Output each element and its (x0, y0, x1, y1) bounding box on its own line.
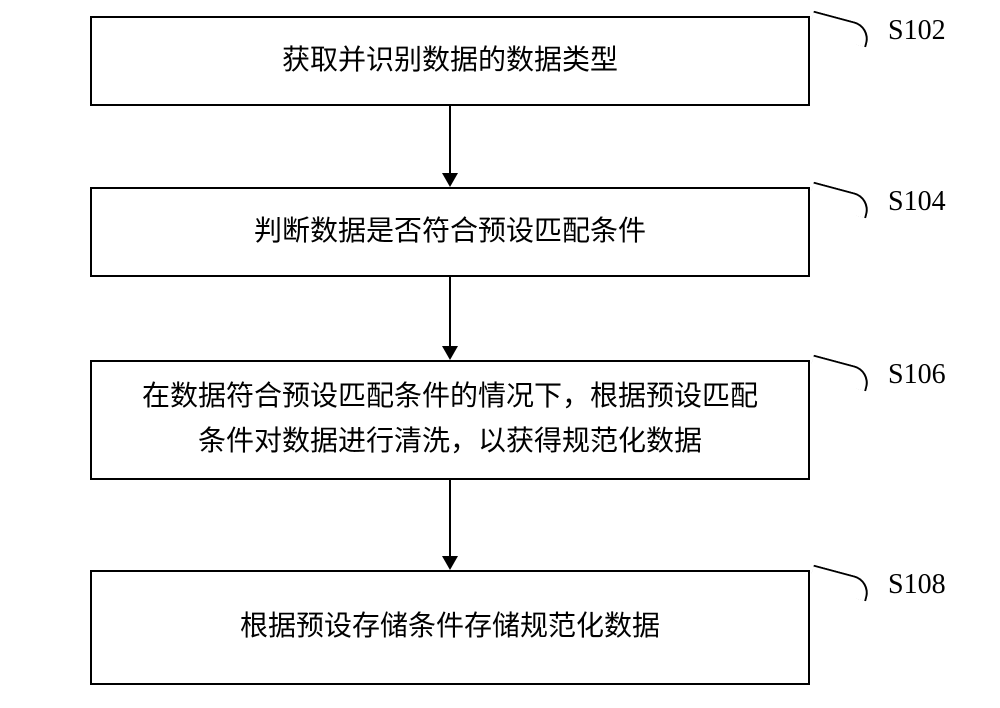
step-text-s102: 获取并识别数据的数据类型 (282, 39, 618, 84)
label-connector-s106 (808, 355, 872, 392)
step-text-s106: 在数据符合预设匹配条件的情况下，根据预设匹配条件对数据进行清洗，以获得规范化数据 (130, 375, 770, 465)
step-label-s108: S108 (888, 569, 946, 601)
arrow-line-2 (449, 277, 451, 346)
flowchart-container: 获取并识别数据的数据类型 S102 判断数据是否符合预设匹配条件 S104 在数… (0, 0, 1000, 708)
step-text-s104: 判断数据是否符合预设匹配条件 (254, 210, 646, 255)
label-connector-s108 (808, 565, 872, 602)
arrow-line-3 (449, 480, 451, 556)
arrow-head-1 (442, 173, 458, 187)
step-box-s104: 判断数据是否符合预设匹配条件 (90, 187, 810, 277)
step-box-s108: 根据预设存储条件存储规范化数据 (90, 570, 810, 685)
step-box-s106: 在数据符合预设匹配条件的情况下，根据预设匹配条件对数据进行清洗，以获得规范化数据 (90, 360, 810, 480)
step-text-s108: 根据预设存储条件存储规范化数据 (240, 605, 660, 650)
label-connector-s104 (808, 182, 872, 219)
arrow-head-3 (442, 556, 458, 570)
label-connector-s102 (808, 11, 872, 48)
step-label-s104: S104 (888, 186, 946, 218)
step-label-s106: S106 (888, 359, 946, 391)
arrow-head-2 (442, 346, 458, 360)
arrow-line-1 (449, 106, 451, 173)
step-box-s102: 获取并识别数据的数据类型 (90, 16, 810, 106)
step-label-s102: S102 (888, 15, 946, 47)
